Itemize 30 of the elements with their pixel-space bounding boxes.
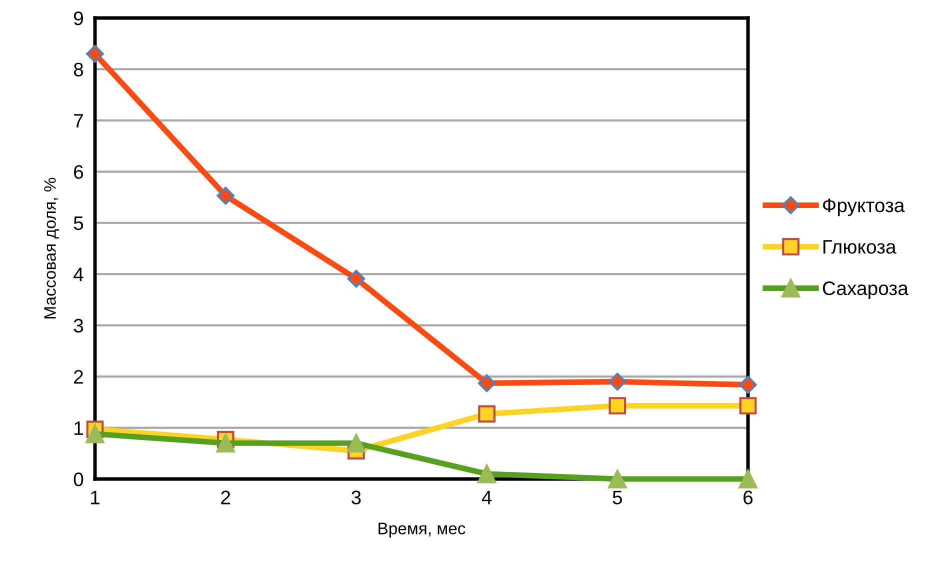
- point: [739, 397, 757, 414]
- x-axis-title: Время, мес: [378, 522, 466, 538]
- point: [739, 376, 757, 394]
- x-tick-label: 5: [612, 490, 622, 504]
- x-tick-label: 6: [744, 490, 753, 504]
- y-tick-label: 5: [74, 216, 84, 230]
- y-tick-label: 0: [74, 472, 84, 486]
- x-tick-label: 4: [482, 490, 492, 504]
- point: [608, 372, 626, 391]
- x-tick-label: 1: [91, 490, 100, 504]
- legend-label: Глюкоза: [823, 240, 896, 254]
- point: [608, 397, 626, 414]
- x-tick-label: 2: [221, 490, 230, 504]
- point: [86, 44, 104, 63]
- y-tick-label: 3: [74, 318, 84, 333]
- y-tick-label: 8: [74, 62, 84, 76]
- y-axis-title: Массовая доля, %: [44, 178, 60, 318]
- point: [478, 405, 496, 423]
- y-tick-label: 2: [74, 370, 83, 384]
- y-tick-label: 4: [74, 268, 84, 282]
- y-tick-label: 7: [74, 114, 83, 128]
- x-tick-label: 3: [352, 490, 361, 504]
- y-tick-label: 1: [74, 421, 83, 435]
- y-tick-label: 6: [74, 165, 84, 179]
- point: [216, 186, 234, 205]
- point: [478, 374, 496, 392]
- y-tick-label: 9: [74, 11, 83, 26]
- legend-label: Сахароза: [822, 281, 908, 300]
- legend-label: Фруктоза: [823, 198, 905, 216]
- point: [347, 270, 366, 288]
